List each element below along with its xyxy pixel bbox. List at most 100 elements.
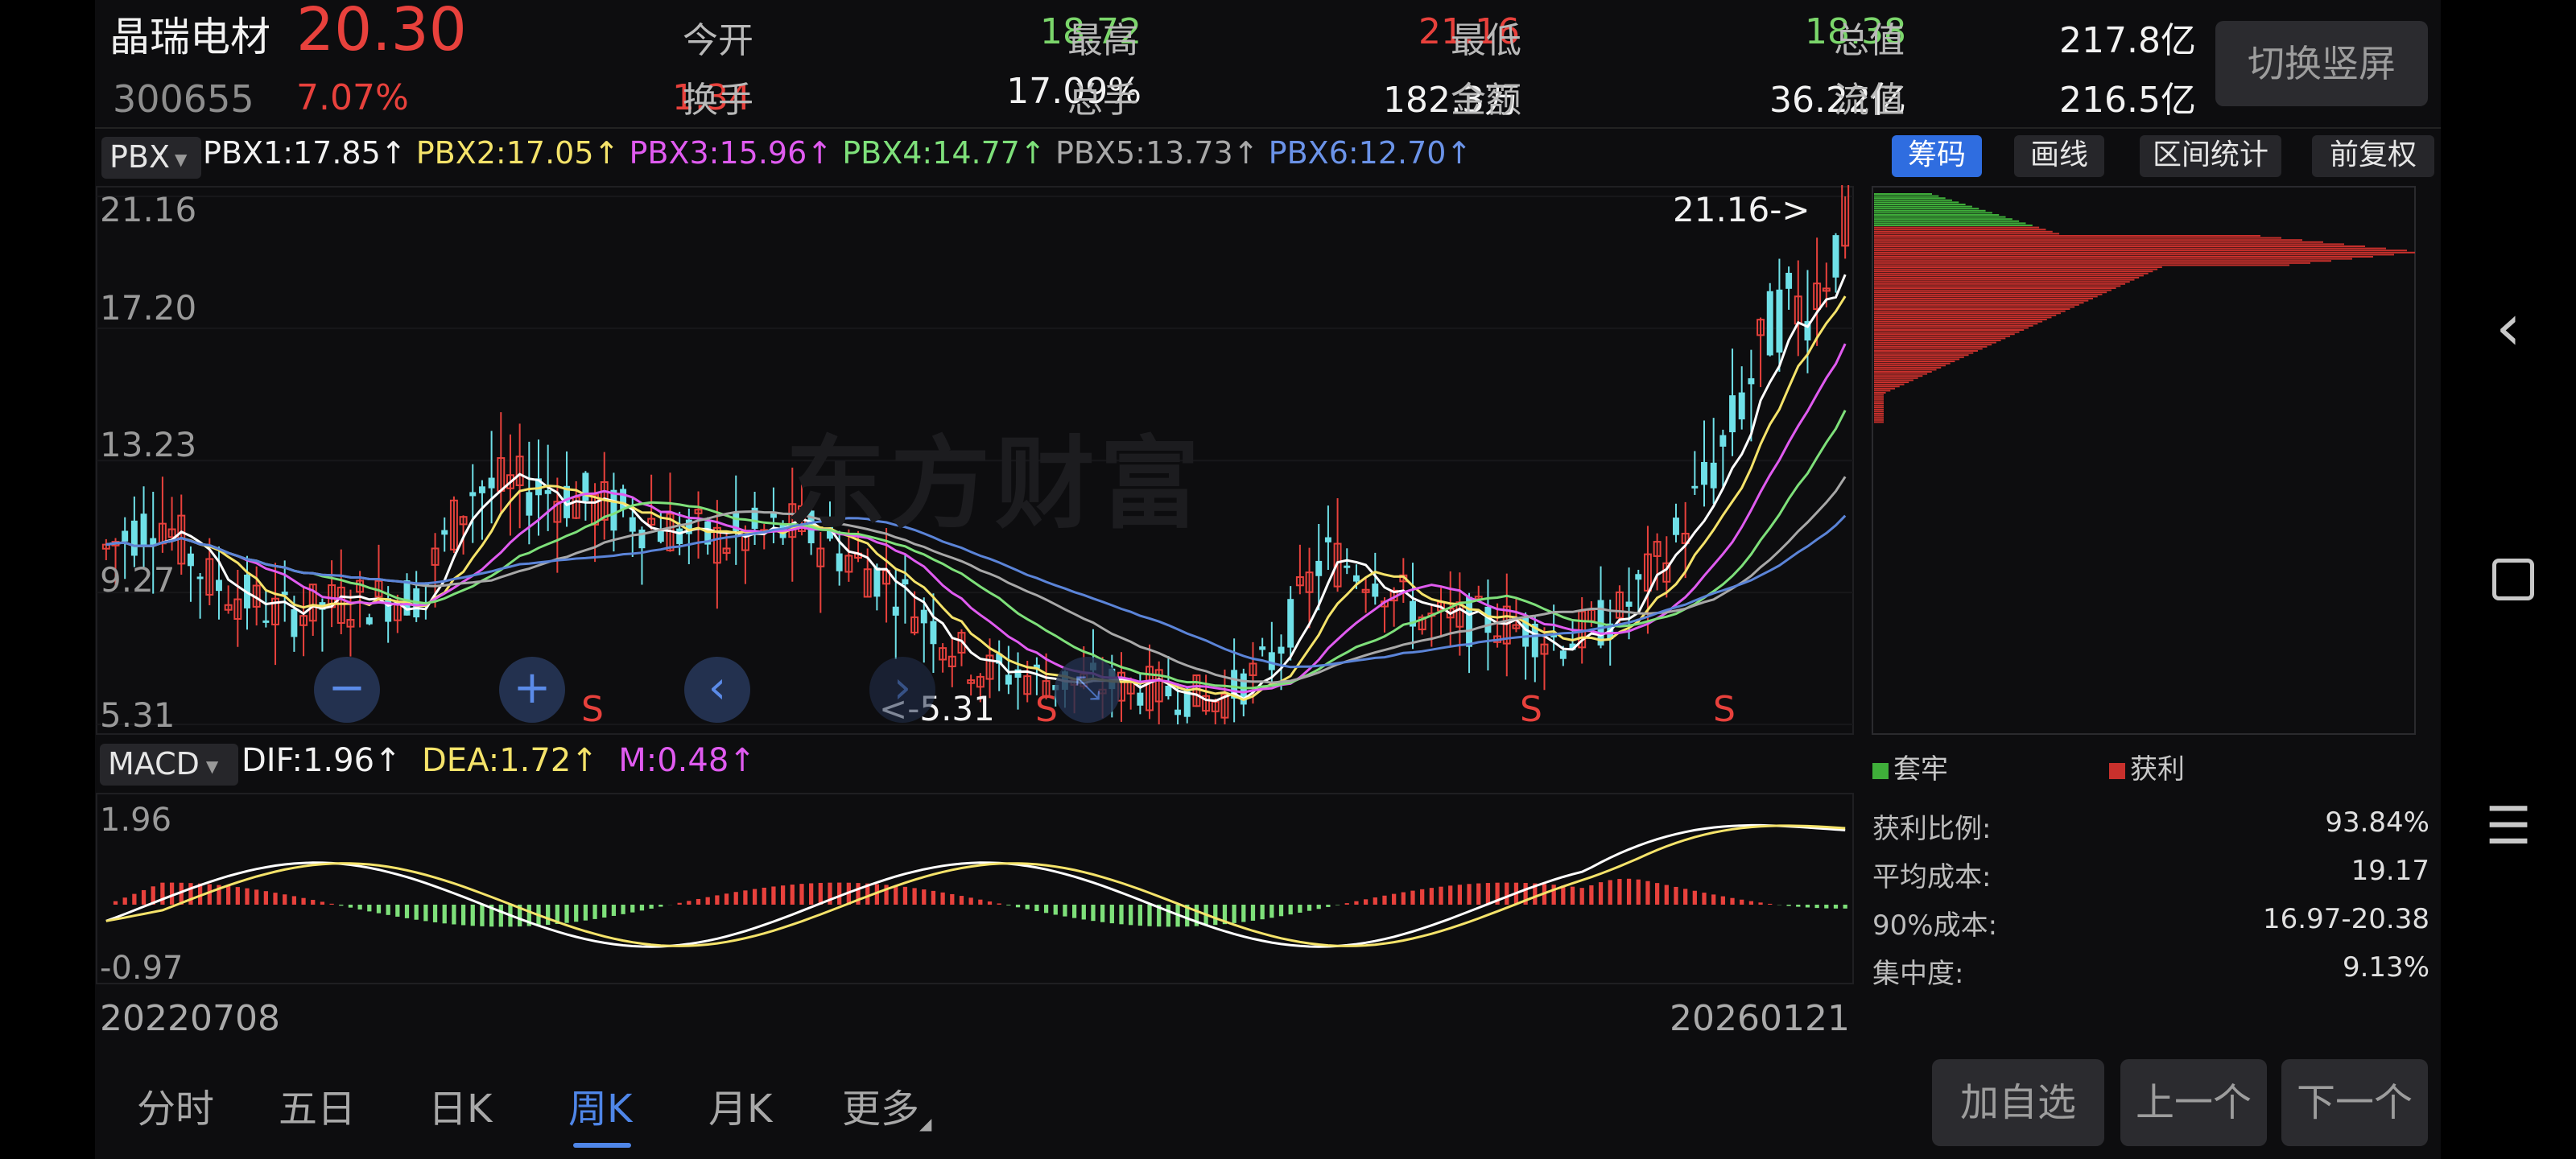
chip-bar	[1874, 371, 1932, 373]
candle-body	[1719, 435, 1727, 447]
chip-bar	[1874, 354, 1969, 357]
candle-body	[1372, 584, 1379, 597]
chip-bar	[1874, 283, 2126, 285]
candle-body	[816, 547, 825, 567]
chip-bar	[1874, 402, 1884, 404]
candle-body	[1822, 287, 1831, 292]
kline-chart[interactable]	[95, 185, 1855, 736]
high-value: 21.16	[1418, 11, 1520, 52]
chip-bar	[1874, 205, 1972, 208]
chip-bar	[1874, 229, 2046, 231]
chip-bar	[1874, 419, 1884, 421]
tab-weekly-k[interactable]: 周K	[568, 1087, 633, 1132]
candle-body	[1484, 606, 1492, 633]
candle-body	[1729, 395, 1736, 433]
scroll-left-button[interactable]: ‹	[684, 657, 750, 723]
tab-forward-adjust[interactable]: 前复权	[2312, 135, 2434, 177]
macd-lines	[105, 823, 1846, 948]
candle-body	[1005, 674, 1012, 685]
chip-bar	[1874, 302, 2084, 304]
candle-body	[1295, 575, 1304, 587]
chip-bar	[1874, 369, 1937, 371]
chip-bar	[1874, 386, 1900, 388]
scroll-right-button[interactable]: ›	[869, 657, 935, 723]
chip-bar	[1874, 323, 2038, 325]
back-icon[interactable]: ‹	[2496, 290, 2521, 365]
candle-body	[1278, 646, 1285, 654]
previous-button[interactable]: 上一个	[2120, 1059, 2267, 1146]
chip-bar	[1874, 295, 2098, 298]
legend-trapped-label: 套牢	[1893, 753, 1948, 786]
candle-body	[506, 474, 514, 489]
macd-chart[interactable]	[95, 792, 1855, 985]
pbx6-value: PBX6:12.70	[1268, 135, 1447, 171]
chip-frame	[1872, 186, 2416, 735]
tab-monthly-k[interactable]: 月K	[708, 1087, 773, 1132]
chip-bar	[1874, 268, 2158, 270]
tab-chips[interactable]: 筹码	[1892, 135, 1982, 177]
home-icon[interactable]	[2492, 559, 2534, 600]
next-button[interactable]: 下一个	[2281, 1059, 2428, 1146]
chip-bar	[1874, 233, 2060, 235]
candle-body	[930, 621, 937, 645]
chip-bar	[1874, 254, 2394, 256]
candle-body	[1410, 600, 1416, 627]
pbx-line	[105, 274, 1847, 703]
candle-body	[685, 519, 692, 534]
macd-selector[interactable]: MACD ▼	[100, 744, 238, 786]
candle-body	[291, 608, 298, 637]
candle-body	[947, 655, 956, 667]
chip-bars	[1874, 193, 2415, 423]
watermark: 东方财富	[786, 427, 1205, 542]
change-pct: 7.07%	[296, 77, 409, 118]
candle-body	[544, 490, 551, 494]
candle-body	[620, 489, 627, 509]
macd-line	[105, 824, 1846, 947]
candle-body	[1146, 666, 1154, 711]
chip-bar	[1874, 324, 2033, 327]
add-watchlist-button[interactable]: 加自选	[1932, 1059, 2104, 1146]
candle-body	[1643, 553, 1652, 592]
menu-icon[interactable]: ☰	[2485, 797, 2532, 856]
chip-bar	[1874, 398, 1884, 400]
candle-body	[403, 580, 411, 616]
tab-draw[interactable]: 画线	[2014, 135, 2104, 177]
chip-bar	[1874, 382, 1909, 383]
zoom-in-button[interactable]: +	[499, 657, 565, 723]
tab-more[interactable]: 更多◢	[842, 1077, 931, 1133]
change-amount: 1.34	[672, 77, 751, 118]
chip-bar	[1874, 278, 2135, 281]
candle-body	[205, 558, 214, 596]
tab-five-day[interactable]: 五日	[279, 1087, 357, 1132]
chip-bar	[1874, 303, 2079, 306]
chip-bar	[1874, 197, 1946, 200]
switch-portrait-button[interactable]: 切换竖屏	[2215, 21, 2428, 106]
date-end: 20260121	[1670, 998, 1850, 1039]
pbx-values: PBX1:17.85↑ PBX2:17.05↑ PBX3:15.96↑ PBX4…	[203, 135, 1472, 171]
candle-body	[1701, 461, 1707, 485]
zoom-out-button[interactable]: −	[314, 657, 380, 723]
tab-daily-k[interactable]: 日K	[428, 1087, 493, 1132]
candle-body	[515, 456, 524, 486]
pbx-selector[interactable]: PBX ▼	[101, 137, 201, 179]
chip-bar	[1874, 350, 1978, 352]
reset-view-button[interactable]: ⤡	[1055, 657, 1121, 723]
chip-bar	[1874, 208, 1979, 210]
tab-intraday[interactable]: 分时	[137, 1087, 215, 1132]
macd-y-top: 1.96	[100, 802, 172, 839]
more-corner-icon: ◢	[919, 1114, 932, 1133]
tab-range-stats[interactable]: 区间统计	[2140, 135, 2281, 177]
stock-code: 300655	[113, 77, 254, 121]
chip-bar	[1874, 226, 2040, 229]
candle-body	[676, 528, 683, 544]
candle-body	[564, 485, 571, 518]
candle-body	[638, 529, 646, 549]
candle-body	[1202, 695, 1211, 712]
candle-body	[1231, 670, 1238, 699]
candle-body	[1324, 537, 1331, 542]
volume-label: 总手	[1067, 80, 1138, 121]
pbx3-value: PBX3:15.96	[629, 135, 807, 171]
chip-bar	[1874, 195, 1939, 197]
candle-body	[535, 478, 542, 496]
candle-body	[262, 620, 270, 623]
